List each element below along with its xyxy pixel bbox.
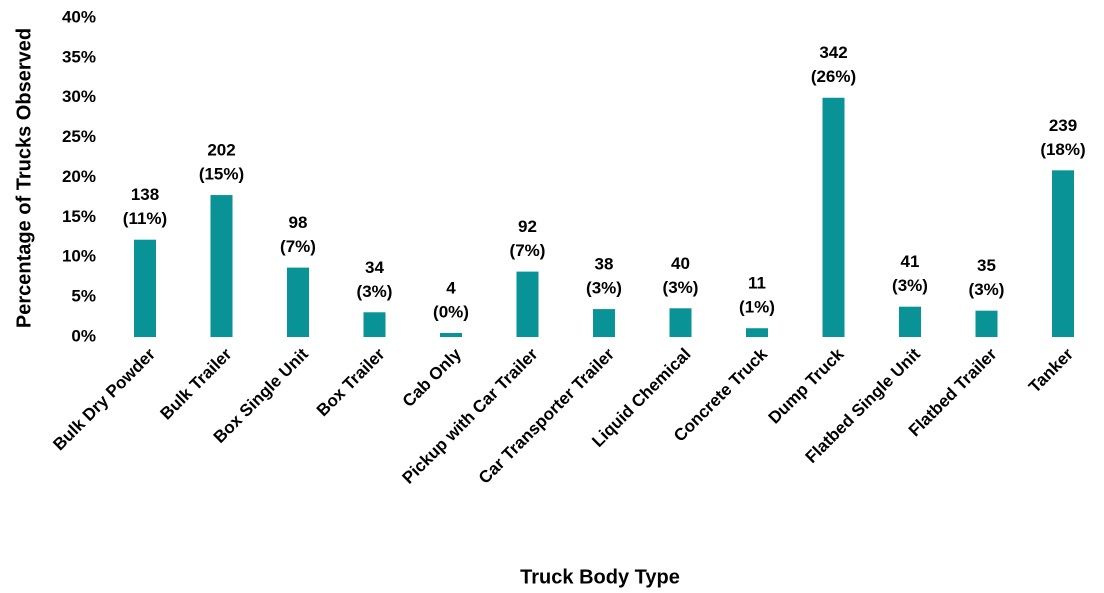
data-label: (3%) — [357, 282, 393, 301]
data-label: 202 — [207, 141, 235, 160]
data-label: 239 — [1049, 116, 1077, 135]
y-tick-label: 10% — [62, 247, 96, 266]
y-tick-label: 20% — [62, 167, 96, 186]
data-label: (15%) — [199, 165, 244, 184]
bar — [440, 333, 462, 337]
bar — [363, 312, 386, 337]
data-label: 34 — [365, 258, 384, 277]
y-tick-label: 35% — [62, 47, 96, 66]
y-tick-label: 40% — [62, 7, 96, 26]
data-label: (26%) — [811, 67, 856, 86]
data-label: (3%) — [892, 276, 928, 295]
data-label: 40 — [671, 254, 690, 273]
data-label: 38 — [595, 255, 614, 274]
data-label: (18%) — [1040, 140, 1085, 159]
bar — [975, 310, 998, 337]
y-tick-label: 0% — [71, 326, 96, 345]
bar — [593, 309, 615, 337]
data-label: 342 — [819, 43, 847, 62]
x-tick-label: Car Transporter Trailer — [475, 344, 618, 487]
x-tick-label: Bulk Dry Powder — [49, 344, 159, 454]
data-label: 92 — [518, 217, 537, 236]
y-axis-title: Percentage of Trucks Observed — [13, 28, 35, 328]
data-label: (1%) — [739, 298, 775, 317]
bar — [899, 306, 921, 337]
bar — [516, 271, 539, 337]
x-tick-label: Dump Truck — [765, 344, 848, 427]
bar — [210, 195, 233, 337]
data-label: 35 — [977, 256, 996, 275]
x-tick-label: Cab Only — [399, 344, 466, 411]
data-label: 4 — [446, 278, 456, 297]
bar — [746, 328, 768, 337]
y-tick-label: 25% — [62, 127, 96, 146]
y-tick-label: 5% — [71, 287, 96, 306]
data-label: (11%) — [123, 209, 167, 228]
bar — [1052, 170, 1074, 337]
data-label: (3%) — [586, 279, 622, 298]
data-label: 138 — [131, 185, 159, 204]
bar — [287, 267, 309, 337]
data-label: 41 — [901, 252, 920, 271]
data-label: (7%) — [280, 237, 316, 256]
x-tick-label: Pickup with Car Trailer — [398, 344, 541, 487]
x-tick-label: Bulk Trailer — [157, 344, 236, 423]
bar — [134, 239, 156, 337]
data-label: (0%) — [433, 302, 469, 321]
data-label: (3%) — [663, 278, 699, 297]
x-tick-label: Tanker — [1025, 344, 1077, 396]
x-axis-title: Truck Body Type — [520, 566, 680, 588]
data-label: (7%) — [510, 241, 546, 260]
y-tick-label: 30% — [62, 87, 96, 106]
y-tick-label: 15% — [62, 207, 96, 226]
bar — [822, 97, 845, 337]
data-label: (3%) — [969, 280, 1005, 299]
data-label: 98 — [289, 213, 308, 232]
x-tick-label: Box Trailer — [313, 344, 389, 420]
data-label: 11 — [748, 274, 766, 293]
bar — [669, 308, 692, 337]
